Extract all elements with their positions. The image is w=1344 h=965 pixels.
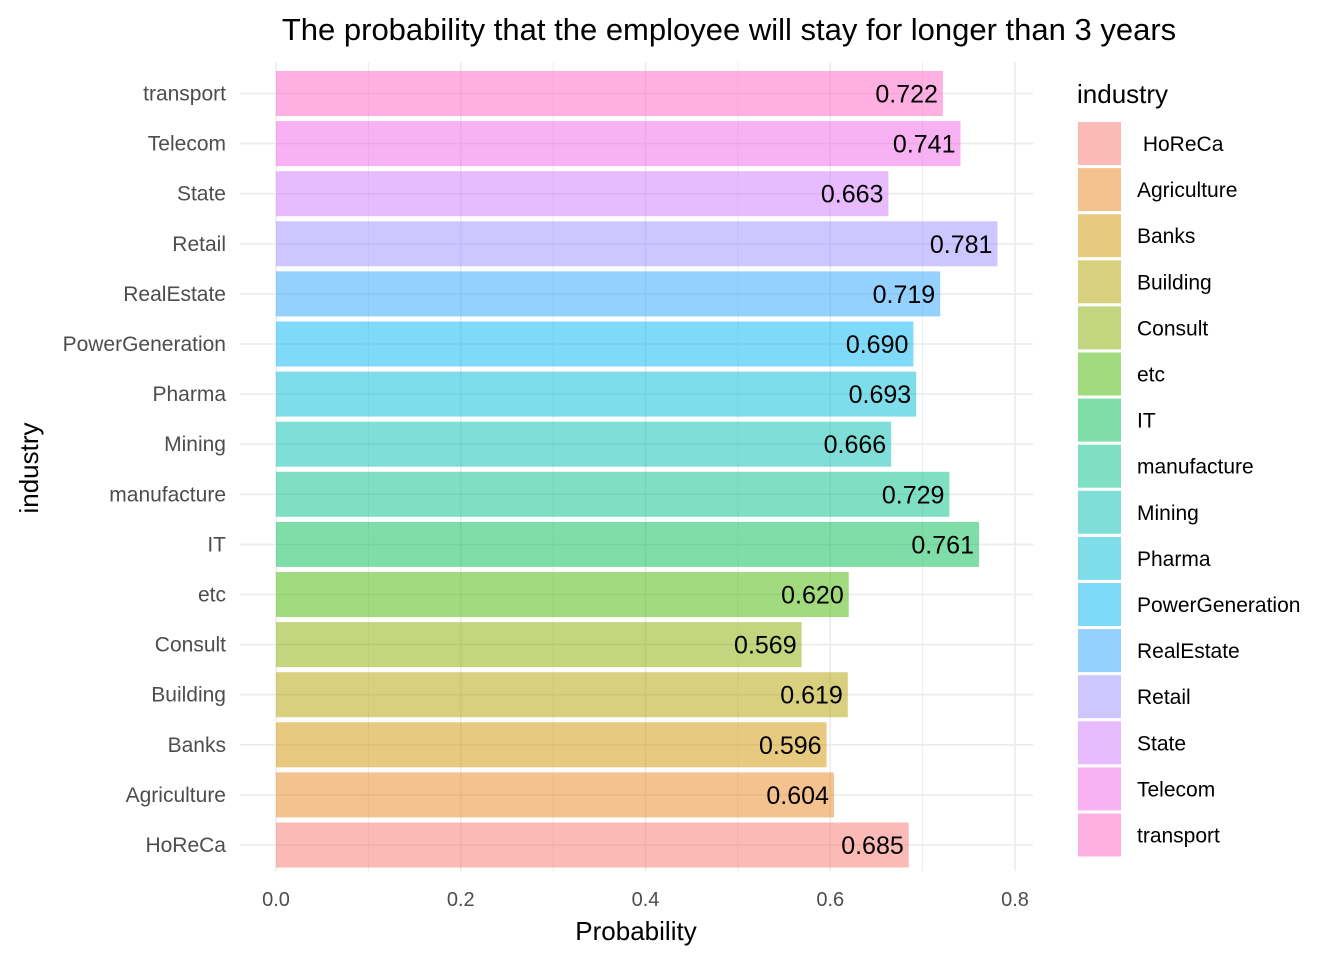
legend-label: Consult (1137, 317, 1208, 340)
x-axis-tick-labels: 0.0 0.2 0.4 0.6 0.8 (262, 889, 1029, 911)
legend-swatch (1078, 813, 1121, 857)
bar (276, 822, 909, 868)
bar-value-label: 0.781 (930, 231, 993, 259)
y-tick-label: IT (207, 533, 226, 556)
bar-value-label: 0.722 (875, 81, 938, 109)
bar (276, 622, 802, 668)
bar-value-label: 0.666 (824, 431, 887, 459)
x-axis-title: Probability (575, 916, 696, 946)
bar (276, 672, 848, 718)
legend: industry HoReCa Agriculture Banks Building C… (1077, 79, 1300, 857)
bar-value-label: 0.619 (780, 682, 843, 710)
legend-label: etc (1137, 364, 1165, 387)
y-tick-label: Mining (164, 433, 226, 456)
y-tick-label: RealEstate (123, 283, 226, 306)
bar (276, 722, 827, 768)
legend-swatch (1078, 444, 1121, 488)
legend-label: PowerGeneration (1137, 594, 1300, 617)
y-axis-tick-labels: HoReCa Agriculture Banks Building Consult etc… (63, 83, 227, 858)
bar (276, 572, 849, 617)
legend-swatch (1078, 122, 1121, 165)
legend-swatch (1078, 629, 1121, 673)
legend-swatch (1078, 767, 1121, 811)
legend-swatch (1078, 490, 1121, 534)
bar (276, 421, 892, 467)
bar (276, 121, 961, 167)
legend-label: Telecom (1137, 778, 1215, 801)
x-tick-label: 0.8 (1001, 889, 1029, 911)
legend-label: Building (1137, 271, 1212, 294)
bar-value-label: 0.663 (821, 181, 884, 209)
y-tick-label: transport (143, 83, 226, 106)
bar-value-label: 0.719 (873, 281, 936, 309)
y-tick-label: Agriculture (126, 784, 226, 807)
bar (276, 171, 889, 217)
bar-value-label: 0.596 (759, 732, 822, 760)
y-tick-label: HoReCa (145, 834, 226, 857)
bar-value-label: 0.690 (846, 331, 909, 359)
legend-swatch (1078, 352, 1121, 396)
y-tick-label: State (177, 183, 226, 206)
x-tick-label: 0.2 (447, 889, 475, 911)
legend-swatch (1078, 398, 1121, 442)
legend-swatch (1078, 675, 1121, 719)
bar (276, 521, 979, 567)
bar (276, 371, 917, 417)
bar-value-label: 0.729 (882, 481, 945, 509)
legend-swatch (1078, 214, 1121, 258)
legend-label: Mining (1137, 502, 1199, 525)
bar (276, 71, 943, 116)
legend-swatch (1078, 260, 1121, 304)
bar-value-label: 0.604 (766, 782, 829, 810)
legend-label: Banks (1137, 225, 1195, 248)
bar (276, 471, 950, 517)
y-tick-label: etc (198, 584, 226, 607)
bar-value-labels: 0.685 0.604 0.596 0.619 0.569 0.620 0.761 0.729… (734, 81, 992, 861)
x-tick-label: 0.0 (262, 889, 290, 911)
legend-label: IT (1137, 410, 1156, 433)
bar-value-label: 0.761 (911, 531, 974, 559)
y-axis-title: industry (14, 422, 44, 513)
bar-value-label: 0.685 (841, 832, 904, 860)
chart-title: The probability that the employee will s… (282, 12, 1176, 47)
bar-value-label: 0.741 (893, 131, 956, 159)
legend-label: transport (1137, 825, 1220, 848)
y-tick-label: Building (151, 684, 226, 707)
legend-label: Pharma (1137, 548, 1211, 571)
legend-swatch (1078, 168, 1121, 212)
bar (276, 271, 941, 317)
bar (276, 772, 834, 818)
legend-label: manufacture (1137, 456, 1254, 479)
y-tick-label: Pharma (152, 383, 226, 406)
bar (276, 221, 998, 267)
x-tick-label: 0.4 (632, 889, 660, 911)
legend-label: State (1137, 732, 1186, 755)
bar-value-label: 0.693 (849, 381, 912, 409)
legend-label: RealEstate (1137, 640, 1240, 663)
bar (276, 321, 914, 367)
x-tick-label: 0.6 (816, 889, 844, 911)
legend-label: HoReCa (1137, 133, 1224, 156)
legend-label: Agriculture (1137, 179, 1237, 202)
bars (276, 71, 998, 868)
y-tick-label: manufacture (109, 483, 226, 506)
legend-title: industry (1077, 79, 1168, 109)
legend-swatch (1078, 583, 1121, 626)
legend-label: Retail (1137, 686, 1191, 709)
y-tick-label: PowerGeneration (63, 333, 226, 356)
y-tick-label: Telecom (148, 133, 226, 156)
bar-value-label: 0.569 (734, 632, 797, 660)
y-tick-label: Consult (155, 634, 226, 657)
legend-swatch (1078, 536, 1121, 580)
y-tick-label: Retail (172, 233, 226, 256)
bar-value-label: 0.620 (781, 582, 844, 610)
legend-swatch (1078, 721, 1121, 765)
y-tick-label: Banks (168, 734, 226, 757)
legend-swatch (1078, 306, 1121, 350)
